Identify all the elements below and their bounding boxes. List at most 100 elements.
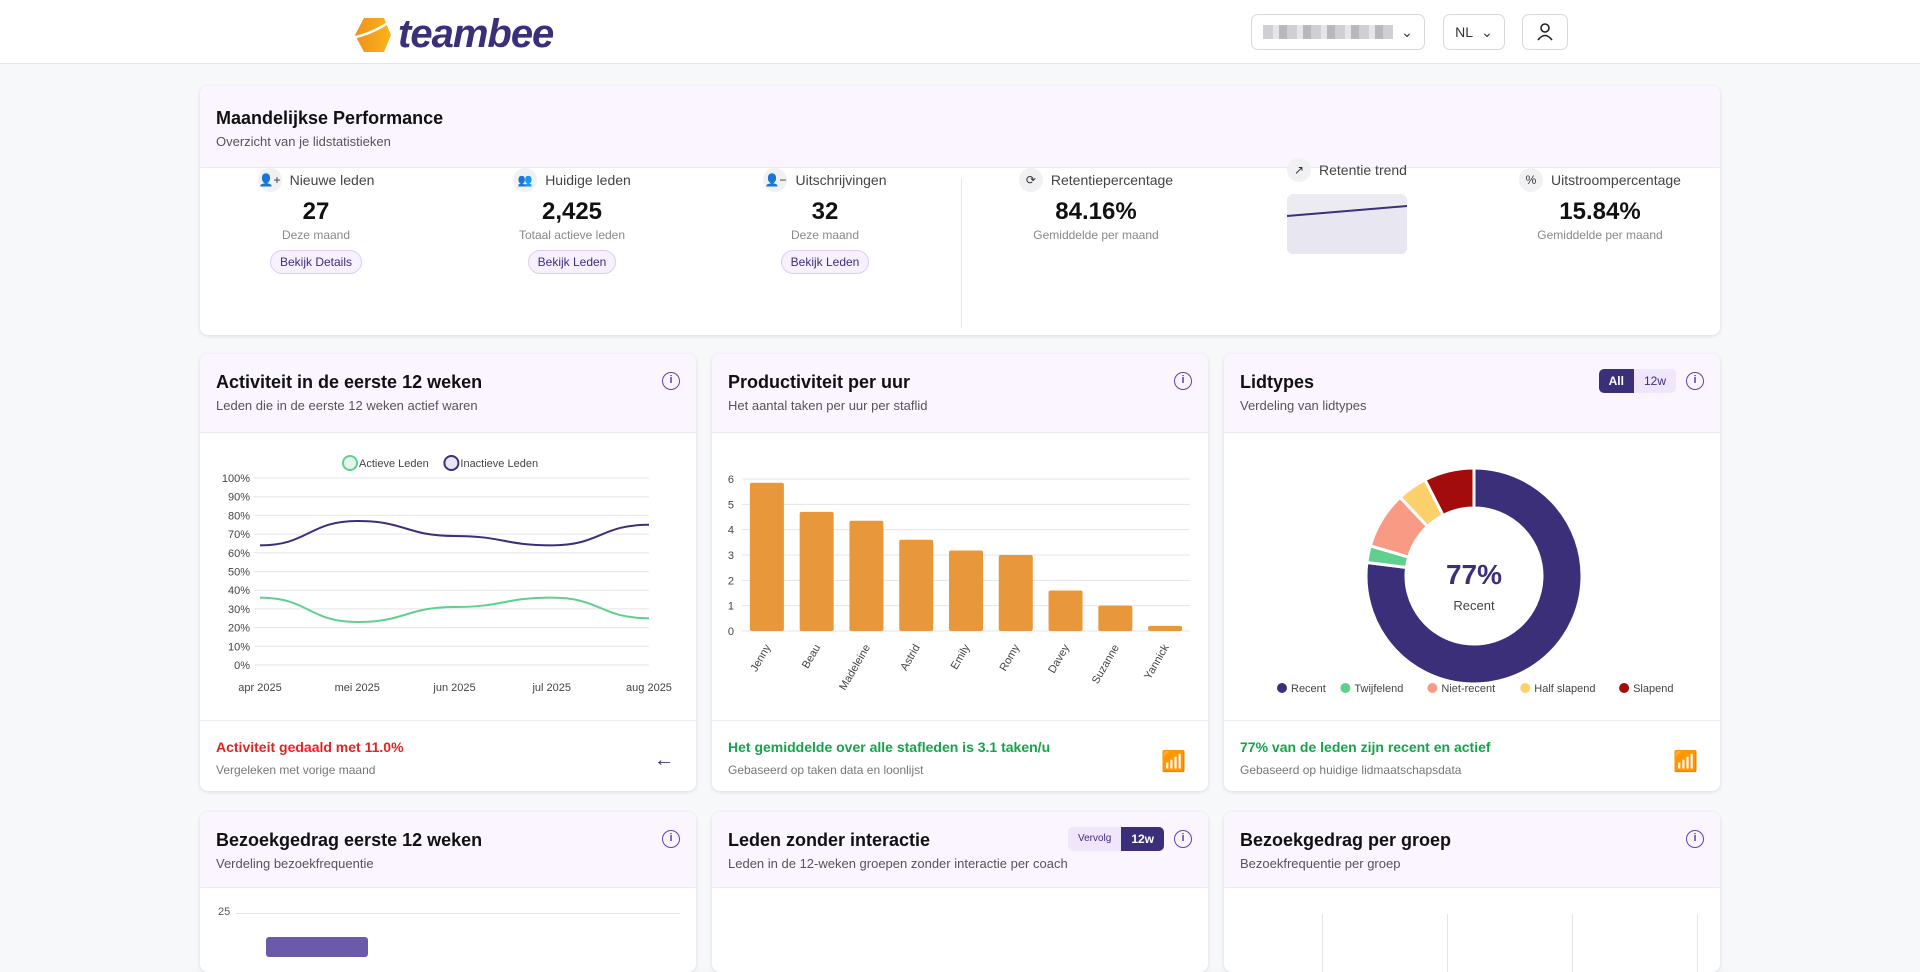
user-plus-icon: 👤+: [257, 168, 282, 192]
toggle-12w[interactable]: 12w: [1643, 374, 1666, 388]
card-subtitle: Leden die in de eerste 12 weken actief w…: [216, 398, 478, 413]
legend-marker: [1427, 683, 1438, 693]
logo-hexagon-icon: [355, 17, 391, 52]
card-title: Productiviteit per uur: [728, 372, 911, 392]
series-line-actieve-leden: [259, 596, 650, 623]
stat-retention: ⟳ Retentiepercentage 84.16% Gemiddelde pe…: [986, 86, 1206, 242]
stat-retention-trend: ↗ Retentie trend: [1237, 86, 1457, 259]
language-selector[interactable]: NL ⌄: [1443, 14, 1505, 50]
info-icon[interactable]: i: [662, 830, 680, 848]
y-tick-label: 2: [728, 575, 734, 587]
group-visits-card: Bezoekgedrag per groep Bezoekfrequentie …: [1224, 812, 1720, 972]
info-icon[interactable]: i: [662, 372, 680, 390]
info-icon[interactable]: i: [1686, 372, 1704, 390]
footer-note: Gebaseerd op taken data en loonlijst: [728, 763, 924, 777]
x-tick-label: mei 2025: [335, 682, 380, 694]
stat-value: 27: [302, 198, 330, 225]
stat-current-members: 👥 Huidige leden 2,425 Totaal actieve lede…: [462, 86, 682, 274]
stat-label: Huidige leden: [545, 172, 631, 188]
x-tick-label: jun 2025: [432, 682, 475, 694]
stat-label: Retentiepercentage: [1050, 172, 1174, 188]
visits-card: Bezoekgedrag eerste 12 weken Verdeling b…: [200, 812, 696, 972]
logo[interactable]: teambee: [352, 12, 554, 57]
y-tick-label: 20%: [228, 623, 250, 635]
card-subtitle: Het aantal taken per uur per staflid: [728, 398, 928, 413]
stat-value: 2,425: [541, 198, 603, 225]
arrow-left-icon[interactable]: ←: [654, 749, 674, 771]
x-tick-label: Beau: [800, 643, 823, 671]
y-tick-label: 40%: [228, 585, 250, 597]
card-title: Leden zonder interactie: [728, 830, 931, 850]
y-tick-label: 70%: [228, 529, 250, 541]
bar-suzanne: [1098, 605, 1133, 631]
percent-icon: %: [1519, 168, 1544, 192]
stat-value: 84.16%: [1055, 198, 1137, 225]
toggle-all[interactable]: All: [1598, 369, 1634, 393]
info-icon[interactable]: i: [1174, 830, 1192, 848]
y-tick-label: 30%: [228, 604, 250, 616]
legend-label: Half slapend: [1534, 683, 1595, 695]
footer-summary: Het gemiddelde over alle stafleden is 3.…: [728, 739, 1051, 755]
user-menu-button[interactable]: [1522, 14, 1568, 50]
user-icon: [1537, 23, 1553, 41]
member-types-donut-chart: 77% Recent Recent Twijfelend Niet-recent Half…: [1277, 466, 1673, 695]
bar-beau: [799, 511, 834, 631]
organization-selector[interactable]: ⌄: [1251, 14, 1425, 50]
top-bar: teambee ⌄ NL ⌄: [0, 0, 1920, 64]
chart-icon: 📶: [1673, 751, 1698, 773]
y-tick-label: 5: [728, 499, 734, 511]
legend-marker: [342, 455, 358, 471]
chevron-down-icon: ⌄: [1481, 23, 1493, 40]
y-tick-label: 60%: [228, 548, 250, 560]
y-tick-label: 50%: [228, 567, 250, 579]
x-tick-label: Davey: [1046, 642, 1072, 675]
y-tick-label: 4: [728, 525, 734, 537]
legend-label: Niet-recent: [1441, 683, 1495, 695]
group-toggle: Vervolg 12w: [1067, 827, 1164, 851]
y-tick-label: 80%: [228, 510, 250, 522]
y-tick-label: 25: [218, 906, 231, 918]
x-tick-label: jul 2025: [531, 682, 571, 694]
view-members-button[interactable]: Bekijk Leden: [527, 250, 617, 274]
card-subtitle: Overzicht van je lidstatistieken: [216, 134, 391, 149]
card-title: Activiteit in de eerste 12 weken: [216, 372, 483, 392]
y-tick-label: 100%: [222, 473, 250, 485]
toggle-12w[interactable]: 12w: [1121, 827, 1164, 851]
activity-line-chart: 0% 10% 20% 30% 40% 50% 60% 70% 80% 90% 100% apr 202…: [222, 455, 672, 694]
x-tick-label: Emily: [949, 642, 973, 672]
toggle-vervolg[interactable]: Vervolg: [1077, 833, 1112, 844]
y-tick-label: 0%: [234, 660, 250, 672]
x-tick-label: Suzanne: [1090, 643, 1122, 687]
view-details-button[interactable]: Bekijk Details: [269, 250, 363, 274]
stat-subtext: Deze maand: [790, 228, 860, 242]
retention-trend-sparkline: [1286, 194, 1408, 254]
member-types-card: Lidtypes Verdeling van lidtypes All 12w …: [1224, 354, 1720, 791]
chevron-down-icon: ⌄: [1401, 23, 1413, 40]
bar-jenny: [749, 482, 784, 631]
card-title: Bezoekgedrag per groep: [1240, 830, 1452, 850]
stat-label: Uitstroompercentage: [1551, 172, 1681, 188]
divider: [961, 178, 962, 328]
productivity-card: Productiviteit per uur Het aantal taken …: [712, 354, 1208, 791]
chart-icon: 📶: [1161, 751, 1186, 773]
x-tick-label: Romy: [998, 642, 1023, 673]
productivity-bar-chart: 0 1 2 3 4 5 6 Jenny Beau Madeleine Astrid Emily Romy…: [728, 474, 1190, 692]
grid-lines: [1224, 914, 1720, 972]
donut-center-value: 77%: [1446, 559, 1502, 590]
legend-marker: [1340, 683, 1351, 693]
stat-subtext: Gemiddelde per maand: [1033, 228, 1159, 242]
info-icon[interactable]: i: [1686, 830, 1704, 848]
donut-center-label: Recent: [1453, 598, 1495, 613]
y-tick-label: 6: [728, 474, 734, 486]
stat-cancellations: 👤− Uitschrijvingen 32 Deze maand Bekijk L…: [715, 86, 935, 274]
series-line-inactieve-leden: [259, 520, 650, 547]
footer-summary: 77% van de leden zijn recent en actief: [1240, 739, 1491, 755]
user-minus-icon: 👤−: [763, 168, 788, 192]
info-icon[interactable]: i: [1174, 372, 1192, 390]
view-members-button[interactable]: Bekijk Leden: [780, 250, 870, 274]
bar: [266, 937, 368, 957]
y-tick-label: 90%: [228, 492, 250, 504]
bar-yannick: [1148, 625, 1183, 631]
no-interaction-card: Leden zonder interactie Leden in de 12-w…: [712, 812, 1208, 972]
blurred-org-name: [1263, 25, 1394, 39]
